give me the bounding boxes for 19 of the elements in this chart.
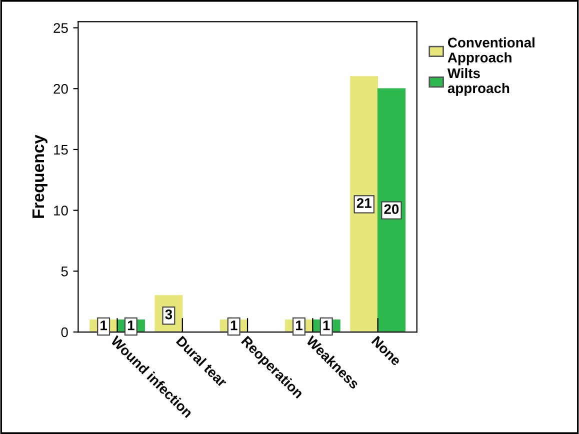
bar xyxy=(377,88,406,332)
data-label: 1 xyxy=(230,320,238,330)
legend-label: Wilts approach xyxy=(447,68,510,96)
data-label: 3 xyxy=(165,309,172,320)
data-label: 1 xyxy=(323,320,330,330)
y-axis-title: Frequency xyxy=(32,134,48,218)
data-label: 20 xyxy=(384,204,399,214)
legend-label: Conventional Approach xyxy=(448,37,534,66)
y-tick-label: 25 xyxy=(54,23,68,33)
y-tick-label: 5 xyxy=(61,266,68,276)
y-tick-label: 10 xyxy=(54,206,68,216)
bar xyxy=(350,76,378,332)
data-label: 1 xyxy=(296,320,302,330)
data-label: 21 xyxy=(356,198,372,208)
data-label: 1 xyxy=(128,320,134,330)
y-tick-label: 15 xyxy=(54,144,68,155)
y-tick-label: 20 xyxy=(54,84,68,94)
y-tick-label: 0 xyxy=(61,327,68,338)
data-label: 1 xyxy=(100,320,108,330)
